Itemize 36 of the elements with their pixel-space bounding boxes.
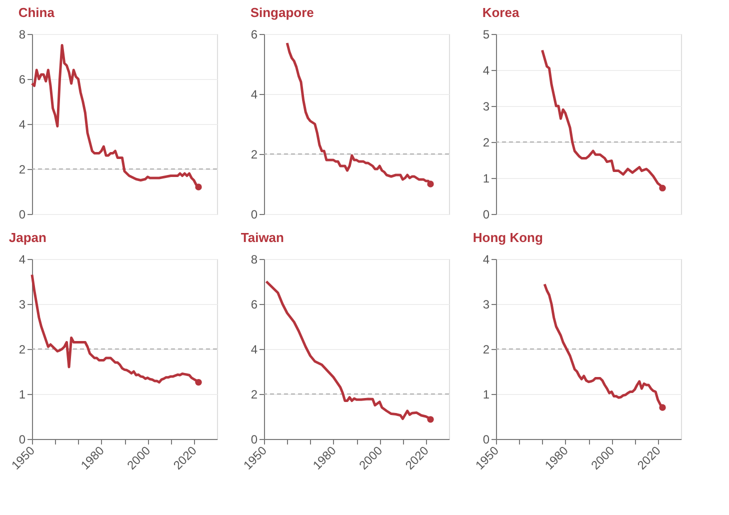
- y-tick-label: 4: [18, 252, 26, 266]
- chart-title: Taiwan: [240, 230, 284, 245]
- y-tick-label: 3: [482, 298, 490, 312]
- y-tick-label: 0: [250, 208, 258, 222]
- y-tick-label: 6: [250, 298, 258, 312]
- chart-title: Japan: [8, 230, 47, 245]
- y-tick-label: 2: [250, 388, 258, 402]
- y-tick-label: 3: [18, 298, 26, 312]
- y-tick-label: 2: [18, 342, 26, 356]
- y-tick-label: 4: [250, 88, 258, 102]
- y-tick-label: 0: [18, 208, 26, 222]
- y-tick-label: 4: [18, 118, 26, 132]
- y-tick-label: 1: [482, 388, 490, 402]
- y-tick-label: 3: [482, 100, 490, 114]
- chart-title: Singapore: [250, 5, 314, 20]
- y-tick-label: 8: [250, 252, 258, 266]
- y-tick-label: 4: [250, 342, 258, 356]
- y-tick-label: 6: [250, 28, 258, 42]
- chart-title: Korea: [482, 5, 520, 20]
- y-tick-label: 2: [18, 162, 26, 176]
- y-tick-label: 1: [482, 172, 490, 186]
- y-tick-label: 2: [482, 342, 490, 356]
- y-tick-label: 1: [18, 388, 26, 402]
- y-tick-label: 4: [482, 64, 490, 78]
- y-tick-label: 6: [18, 72, 26, 86]
- y-tick-label: 2: [482, 136, 490, 150]
- chart-title: Hong Kong: [472, 230, 543, 245]
- y-tick-label: 4: [482, 252, 490, 266]
- y-tick-label: 2: [250, 148, 258, 162]
- y-tick-label: 0: [250, 432, 258, 446]
- y-tick-label: 5: [482, 28, 490, 42]
- y-tick-label: 0: [18, 432, 26, 446]
- y-tick-label: 0: [482, 432, 490, 446]
- y-tick-label: 8: [18, 28, 26, 42]
- chart-title: China: [18, 5, 56, 20]
- y-tick-label: 0: [482, 208, 490, 222]
